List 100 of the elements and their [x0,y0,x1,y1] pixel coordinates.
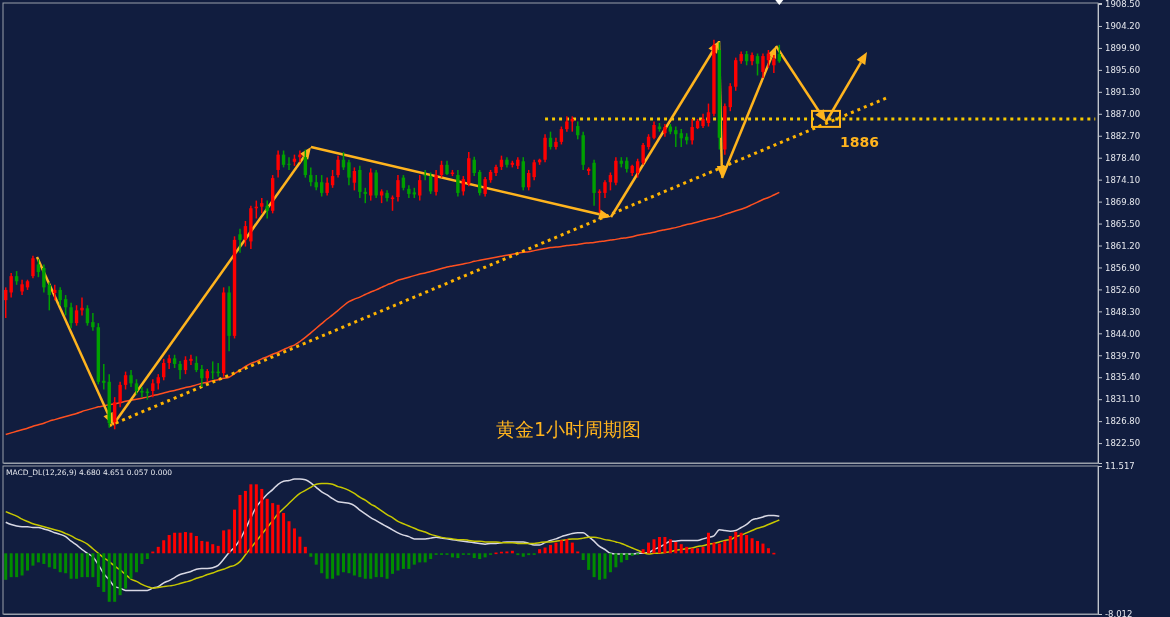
bar [570,542,574,554]
bar [173,532,177,554]
bar [9,553,13,578]
bar [298,536,302,554]
bar [723,540,727,554]
bar [696,548,700,554]
bar [129,553,133,579]
candlestick [91,312,95,332]
y-tick-label: 1856.90 [1105,262,1141,273]
bar [483,553,487,558]
bar [194,536,198,554]
bar [4,553,8,580]
candlestick [287,156,291,171]
bar [608,553,612,573]
bar [124,553,128,589]
bar [64,553,68,574]
bar [396,553,400,571]
bar [679,544,683,554]
bar [565,539,569,554]
bar [314,553,318,565]
bar [42,553,46,564]
bar [521,553,525,557]
bar [581,553,585,561]
bar [145,553,149,560]
y-tick-label: 1887.00 [1105,109,1141,120]
bar [380,553,384,578]
y-tick-label: 11.517 [1105,461,1135,472]
bar [559,540,563,554]
y-tick-label: 1869.80 [1105,196,1141,207]
bar [761,543,765,554]
bar [647,542,651,554]
candlestick [635,157,640,179]
bar [657,536,661,554]
candlestick [352,166,357,192]
candlestick [532,158,536,181]
y-tick-label: 1865.50 [1105,218,1141,229]
y-tick-label: 1895.60 [1105,65,1141,76]
bar [690,548,694,554]
bar [347,553,351,574]
bar [15,553,19,578]
candlestick [690,118,694,146]
bar [385,553,389,579]
bar [189,532,193,554]
bar [619,553,623,563]
bar [336,553,340,576]
bar [243,490,247,554]
bar [227,529,231,554]
bar [265,498,269,554]
candlestick [755,52,760,77]
candlestick [641,142,645,166]
bar [216,545,220,554]
bar [456,553,460,559]
bar [674,541,678,554]
candlestick [85,304,90,327]
candlestick [614,156,618,187]
candlestick [423,169,427,181]
bar [391,553,395,574]
bar [450,553,454,558]
bar [178,532,182,554]
y-tick-label: 1891.30 [1105,87,1141,98]
bar [352,553,356,576]
bar [53,553,57,569]
candlestick [238,227,242,254]
candlestick [200,364,204,388]
bar [652,539,656,554]
bar [134,553,138,573]
candlestick [706,102,711,128]
bar [401,553,405,569]
bar [107,553,111,602]
bar [701,546,705,554]
y-tick-label: 1904.20 [1105,21,1141,32]
bar [254,484,258,554]
text: 黄金1小时周期图 [495,418,642,440]
candlestick [319,174,324,198]
y-tick-label: 1839.70 [1105,350,1141,361]
bar [685,546,689,554]
y-tick-label: 1826.80 [1105,416,1141,427]
candlestick [42,263,46,294]
bar [423,553,427,563]
candlestick [336,154,340,179]
bar [200,540,204,554]
candlestick [74,304,79,327]
bar [238,494,242,554]
bar [303,546,307,554]
y-tick-label: 1831.10 [1105,394,1141,405]
bar [603,553,607,579]
bar [184,532,187,554]
bar [91,553,95,578]
candlestick [9,272,13,299]
bar [706,532,710,554]
y-tick-label: 1861.20 [1105,240,1141,251]
bar [167,535,171,554]
bar [745,535,749,554]
candlestick [118,381,122,409]
bar [358,553,362,578]
bar [156,546,160,554]
bar [429,553,433,560]
candlestick [178,360,182,381]
candlestick [761,52,765,79]
y-tick-label: 1882.70 [1105,130,1141,141]
